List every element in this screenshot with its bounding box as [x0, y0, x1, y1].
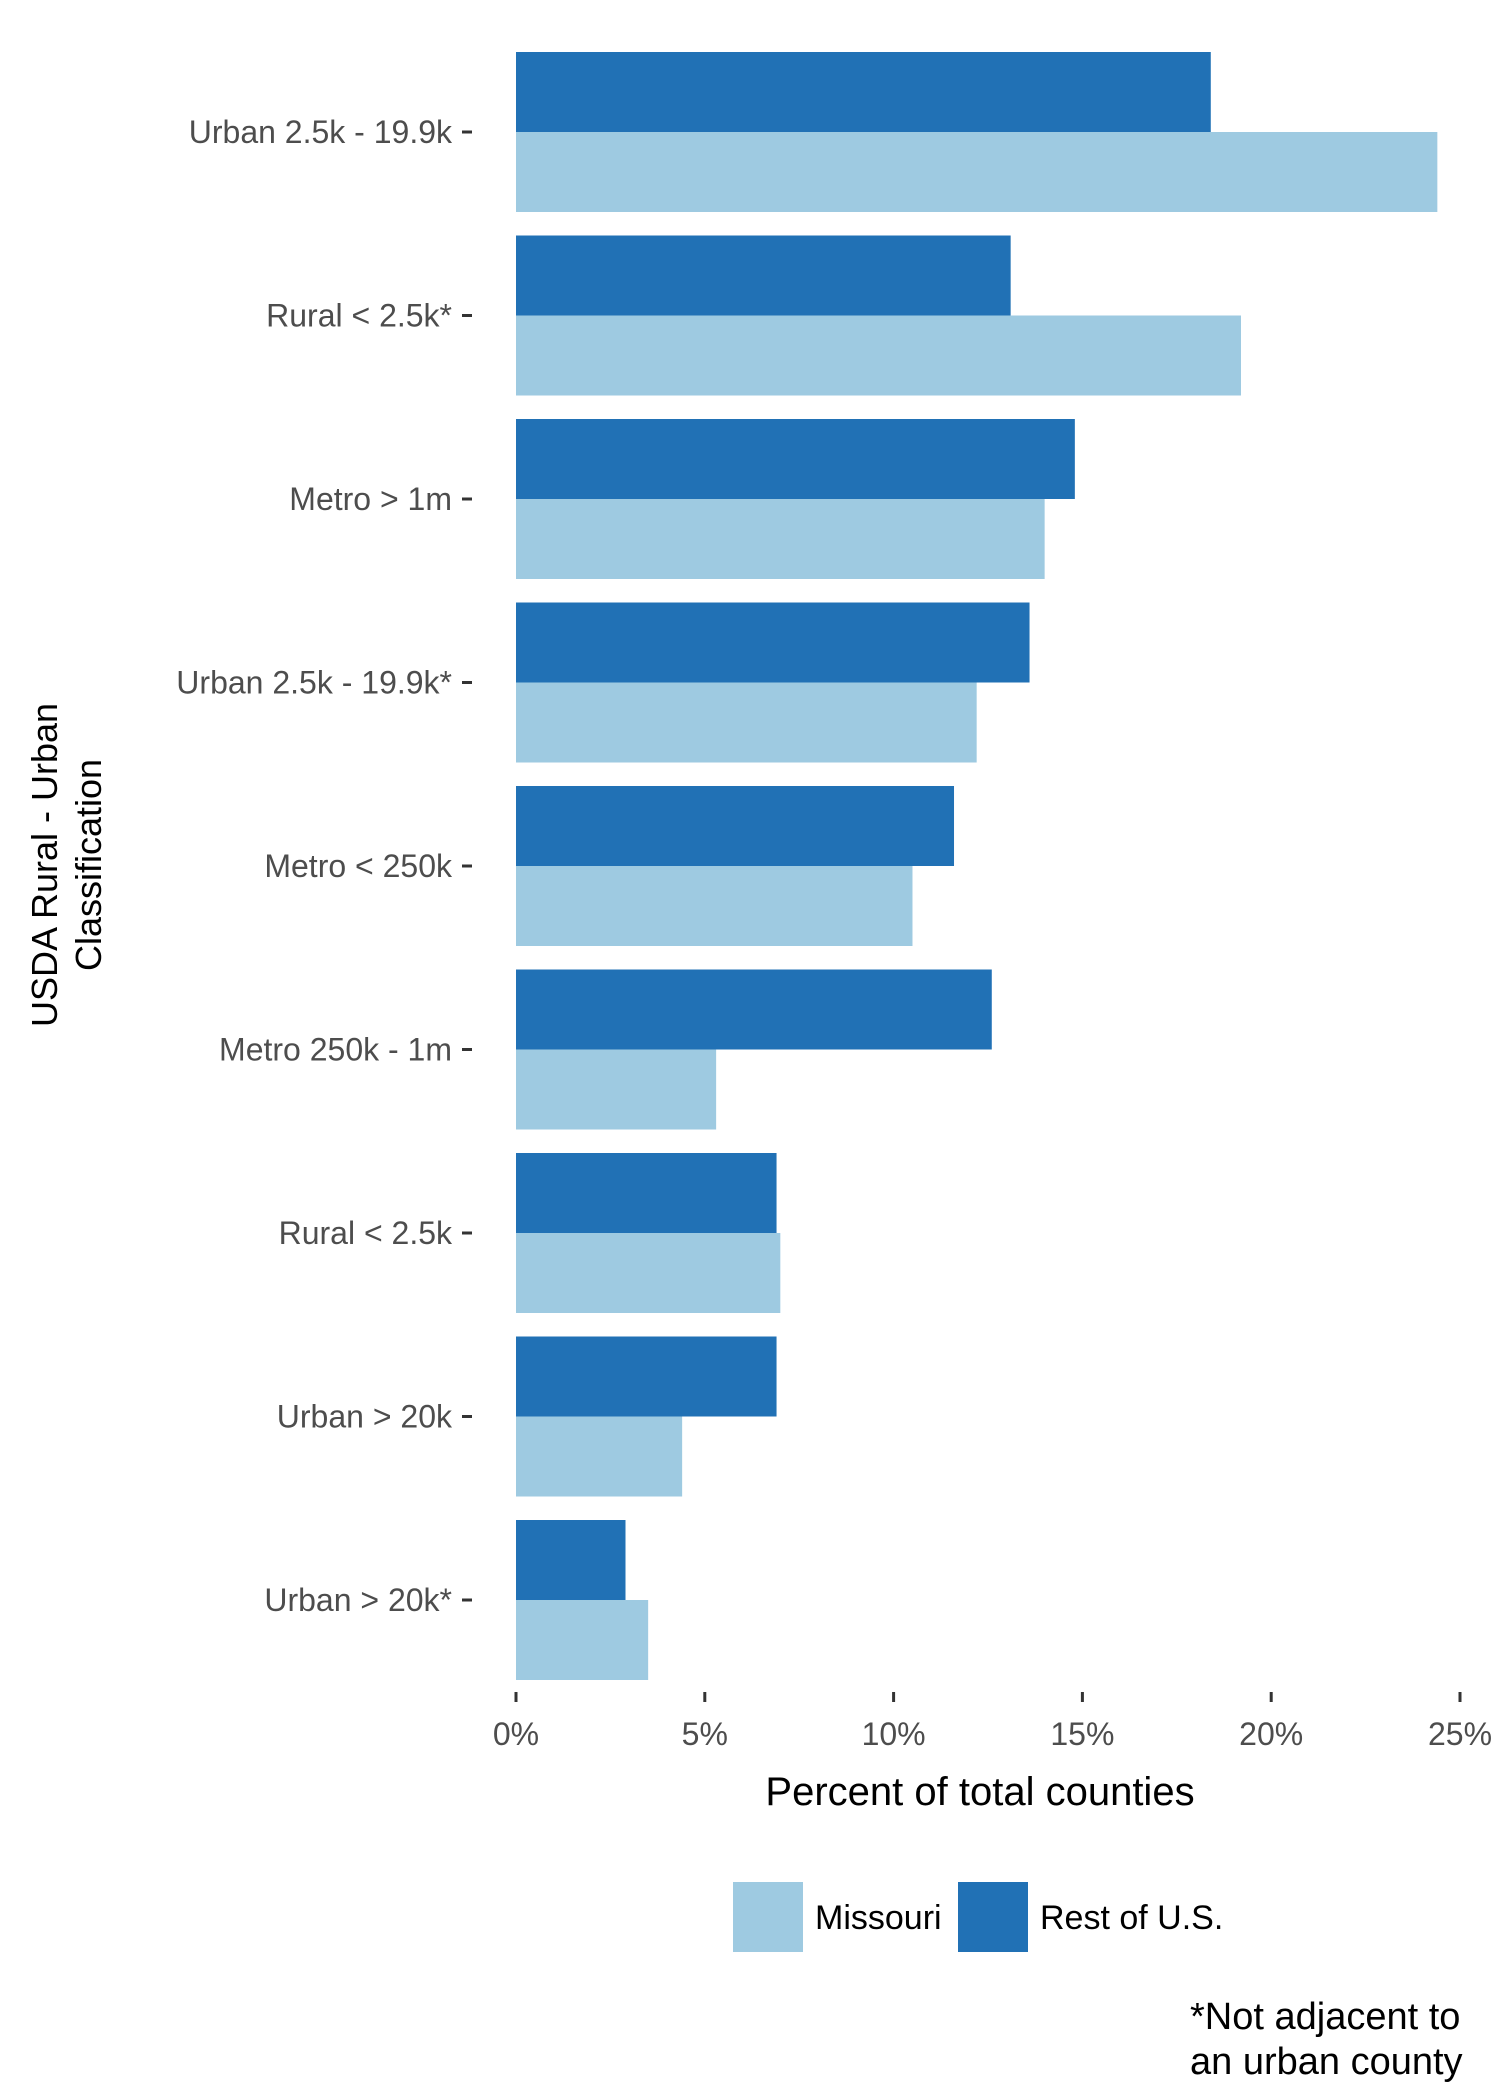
- x-tick-label: 0%: [493, 1716, 539, 1752]
- bar-rest-of-us: [516, 1520, 626, 1600]
- y-axis-title-line1: USDA Rural - Urban: [24, 703, 65, 1027]
- category-label: Urban > 20k*: [264, 1582, 452, 1618]
- x-tick-label: 25%: [1428, 1716, 1492, 1752]
- legend-label: Missouri: [815, 1899, 942, 1937]
- x-axis-title: Percent of total counties: [765, 1770, 1194, 1814]
- x-tick-label: 15%: [1050, 1716, 1114, 1752]
- footnote-line1: *Not adjacent to: [1190, 1996, 1461, 2038]
- bar-rest-of-us: [516, 235, 1011, 316]
- bar-missouri: [516, 1600, 649, 1680]
- legend-label: Rest of U.S.: [1040, 1899, 1223, 1937]
- category-label: Urban 2.5k - 19.9k: [189, 114, 453, 150]
- legend: Missouri Rest of U.S.: [733, 1882, 1223, 1952]
- bar-rest-of-us: [516, 52, 1211, 132]
- category-label: Rural < 2.5k*: [266, 298, 452, 334]
- bar-missouri: [516, 866, 913, 946]
- bar-missouri: [516, 132, 1438, 212]
- x-axis-tick-labels: 0% 5% 10% 15% 20% 25%: [493, 1716, 1492, 1752]
- x-axis-ticks: [514, 1692, 1462, 1702]
- footnote-line2: an urban county: [1190, 2041, 1463, 2083]
- bar-rest-of-us: [516, 969, 992, 1050]
- legend-swatch: [733, 1882, 803, 1952]
- x-tick-label: 20%: [1239, 1716, 1303, 1752]
- category-label: Urban > 20k: [277, 1399, 453, 1435]
- x-tick-label: 5%: [682, 1716, 728, 1752]
- bars: [516, 52, 1438, 1680]
- category-label: Metro > 1m: [289, 481, 452, 517]
- category-label: Metro < 250k: [264, 848, 453, 884]
- legend-swatch: [958, 1882, 1028, 1952]
- y-axis-title: USDA Rural - Urban Classification: [24, 703, 109, 1027]
- bar-missouri: [516, 1416, 683, 1497]
- footnote: *Not adjacent to an urban county: [1190, 1995, 1490, 2085]
- bar-missouri: [516, 315, 1241, 396]
- bar-rest-of-us: [516, 419, 1075, 499]
- y-axis-category-labels: Urban 2.5k - 19.9k Rural < 2.5k* Metro > 1…: [176, 114, 453, 1618]
- category-label: Urban 2.5k - 19.9k*: [176, 665, 452, 701]
- category-label: Metro 250k - 1m: [219, 1032, 452, 1068]
- bar-missouri: [516, 499, 1045, 579]
- bar-missouri: [516, 1049, 717, 1130]
- bar-rest-of-us: [516, 602, 1030, 683]
- y-axis-title-line2: Classification: [68, 759, 109, 971]
- bar-missouri: [516, 682, 977, 763]
- bar-rest-of-us: [516, 1153, 777, 1233]
- bar-rest-of-us: [516, 1336, 777, 1417]
- category-label: Rural < 2.5k: [279, 1215, 453, 1251]
- bar-rest-of-us: [516, 786, 955, 866]
- bar-missouri: [516, 1233, 781, 1313]
- y-axis-ticks: [462, 130, 472, 1602]
- x-tick-label: 10%: [862, 1716, 926, 1752]
